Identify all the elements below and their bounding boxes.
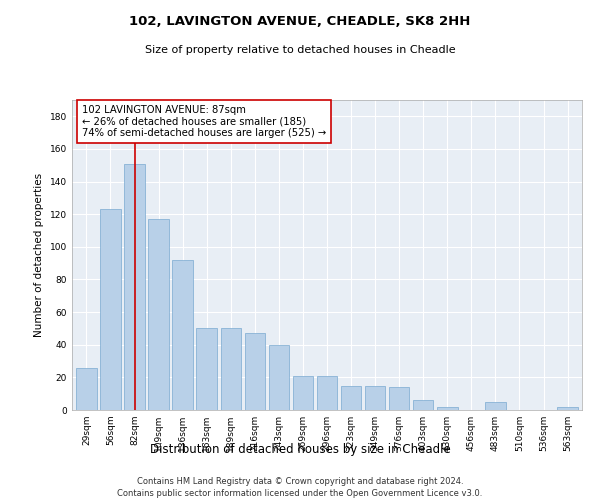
Bar: [317, 376, 337, 410]
Bar: [245, 334, 265, 410]
Y-axis label: Number of detached properties: Number of detached properties: [34, 173, 44, 337]
Text: 102 LAVINGTON AVENUE: 87sqm
← 26% of detached houses are smaller (185)
74% of se: 102 LAVINGTON AVENUE: 87sqm ← 26% of det…: [82, 104, 326, 138]
Bar: [485, 402, 506, 410]
Text: Size of property relative to detached houses in Cheadle: Size of property relative to detached ho…: [145, 45, 455, 55]
Text: Contains public sector information licensed under the Open Government Licence v3: Contains public sector information licen…: [118, 489, 482, 498]
Text: Distribution of detached houses by size in Cheadle: Distribution of detached houses by size …: [149, 442, 451, 456]
Bar: [100, 210, 121, 410]
Bar: [341, 386, 361, 410]
Bar: [269, 344, 289, 410]
Bar: [76, 368, 97, 410]
Text: Contains HM Land Registry data © Crown copyright and database right 2024.: Contains HM Land Registry data © Crown c…: [137, 478, 463, 486]
Bar: [557, 406, 578, 410]
Bar: [437, 406, 458, 410]
Bar: [389, 387, 409, 410]
Bar: [293, 376, 313, 410]
Bar: [124, 164, 145, 410]
Bar: [365, 386, 385, 410]
Bar: [196, 328, 217, 410]
Bar: [221, 328, 241, 410]
Bar: [413, 400, 433, 410]
Bar: [172, 260, 193, 410]
Bar: [148, 219, 169, 410]
Text: 102, LAVINGTON AVENUE, CHEADLE, SK8 2HH: 102, LAVINGTON AVENUE, CHEADLE, SK8 2HH: [130, 15, 470, 28]
